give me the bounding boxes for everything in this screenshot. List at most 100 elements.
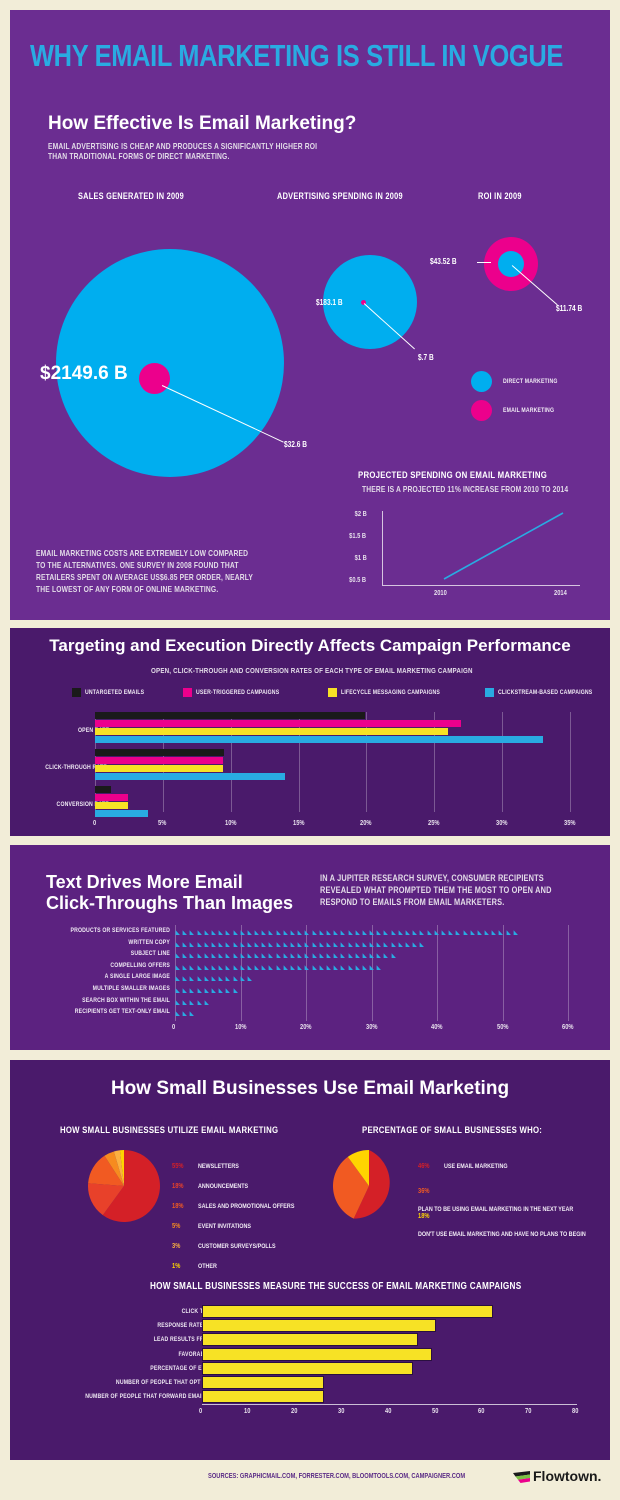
- cursor-icon: [211, 953, 217, 958]
- cursor-icon: [233, 988, 239, 993]
- cursor-icon: [240, 976, 246, 981]
- flowtown-logo-text: Flowtown.: [533, 1468, 602, 1484]
- xtick-t35: 35%: [564, 820, 576, 827]
- cursor-icon: [189, 930, 195, 935]
- cursor-icon: [362, 953, 368, 958]
- cursor-icon: [254, 953, 260, 958]
- legend-swatch-clickstream: [485, 688, 494, 697]
- measure-row-label: LEAD RESULTS FROM CAMPAIGN: [153, 1336, 243, 1344]
- xtick-t0: 0: [93, 820, 97, 827]
- cursor-icon: [268, 930, 274, 935]
- cursor-icon: [506, 930, 512, 935]
- bar-group-label-open-rate: OPEN RATE: [77, 727, 110, 734]
- pie1-label-4: CUSTOMER SURVEYS/POLLS: [198, 1243, 277, 1250]
- cursor-icon: [405, 942, 411, 947]
- cursor-row-bar: [175, 961, 385, 970]
- cursor-icon: [240, 930, 246, 935]
- pie2-pct-0: 46%: [418, 1163, 430, 1170]
- section4-bottom-title: HOW SMALL BUSINESSES MEASURE THE SUCCESS…: [150, 1281, 522, 1292]
- cursor-gridline-20: [306, 925, 307, 1021]
- cost-note-line-1: EMAIL MARKETING COSTS ARE EXTREMELY LOW …: [36, 549, 249, 558]
- y-xtick-30: 30: [338, 1408, 345, 1415]
- cursor-icon: [175, 953, 181, 958]
- bar-open-lifecycle: [95, 728, 448, 735]
- yellow-x-axis: [202, 1404, 577, 1406]
- pie1-legend-row: 3% CUSTOMER SURVEYS/POLLS: [172, 1235, 402, 1255]
- legend-email-label: EMAIL MARKETING: [503, 407, 555, 414]
- cursor-icon: [477, 930, 483, 935]
- cursor-gridline-60: [568, 925, 569, 1021]
- cursor-icon: [225, 953, 231, 958]
- cursor-icon: [391, 953, 397, 958]
- cursor-icon: [204, 930, 210, 935]
- cursor-icon: [455, 930, 461, 935]
- cursor-icon: [405, 930, 411, 935]
- cursor-icon: [204, 942, 210, 947]
- cursor-icon: [369, 953, 375, 958]
- pie2-title: PERCENTAGE OF SMALL BUSINESSES WHO:: [362, 1125, 543, 1136]
- cursor-row-label: A SINGLE LARGE IMAGE: [104, 973, 170, 981]
- cursor-icon: [376, 953, 382, 958]
- cursor-icon: [355, 953, 361, 958]
- cursor-icon: [333, 965, 339, 970]
- cursor-icon: [182, 988, 188, 993]
- cursor-icon: [225, 988, 231, 993]
- cursor-icon: [434, 930, 440, 935]
- cursor-icon: [355, 942, 361, 947]
- col2-title: ADVERTISING SPENDING IN 2009: [277, 191, 403, 201]
- cursor-icon: [290, 930, 296, 935]
- y-xtick-40: 40: [385, 1408, 392, 1415]
- cursor-icon: [297, 953, 303, 958]
- measure-bar: [202, 1376, 324, 1389]
- pie-chart-utilize: [87, 1149, 160, 1222]
- xtick-2010: 2010: [434, 590, 447, 597]
- cursor-icon: [175, 976, 181, 981]
- cursor-icon: [312, 965, 318, 970]
- cursor-icon: [319, 965, 325, 970]
- cursor-xtick-30: 30%: [366, 1024, 378, 1031]
- col3-title: ROI IN 2009: [478, 191, 522, 201]
- cursor-icon: [326, 965, 332, 970]
- bar-open-untargeted: [95, 712, 365, 719]
- spend-email-bubble: [361, 300, 366, 305]
- cursor-row-label: WRITTEN COPY: [128, 938, 170, 946]
- bar-conv-untargeted: [95, 786, 111, 793]
- cursor-icon: [182, 953, 188, 958]
- legend-email-swatch: [471, 400, 492, 421]
- y-xtick-0: 0: [199, 1408, 203, 1415]
- cursor-icon: [218, 953, 224, 958]
- cursor-icon: [189, 988, 195, 993]
- cursor-icon: [211, 976, 217, 981]
- cursor-icon: [211, 988, 217, 993]
- cursor-row-bar: [175, 1007, 195, 1016]
- cursor-xtick-20: 20%: [300, 1024, 312, 1031]
- bar-open-clickstream: [95, 736, 543, 743]
- measure-row-label: NUMBER OF PEOPLE THAT OPT IN OR OPT OUT: [115, 1379, 243, 1386]
- cursor-icon: [470, 930, 476, 935]
- section3-body-line3: RESPOND TO EMAILS FROM EMAIL MARKETERS.: [320, 897, 505, 907]
- cursor-icon: [276, 942, 282, 947]
- legend-label-untargeted: UNTARGETED EMAILS: [85, 689, 145, 696]
- gridline-20: [366, 712, 367, 812]
- cursor-icon: [412, 942, 418, 947]
- pie1-label-0: NEWSLETTERS: [198, 1163, 240, 1170]
- cursor-icon: [326, 953, 332, 958]
- cursor-icon: [513, 930, 519, 935]
- cursor-icon: [340, 942, 346, 947]
- cursor-icon: [362, 930, 368, 935]
- cursor-icon: [175, 988, 181, 993]
- cursor-icon: [182, 1000, 188, 1005]
- cursor-icon: [197, 976, 203, 981]
- cursor-icon: [204, 988, 210, 993]
- cursor-icon: [376, 930, 382, 935]
- section4-heading: How Small Businesses Use Email Marketing: [110, 1078, 510, 1099]
- pie1-legend-row: 18% SALES AND PROMOTIONAL OFFERS: [172, 1195, 402, 1215]
- ytick-1b: $1 B: [354, 555, 367, 562]
- projected-y-axis: [382, 511, 384, 585]
- y-xtick-20: 20: [291, 1408, 298, 1415]
- section1-heading: How Effective Is Email Marketing?: [48, 113, 357, 134]
- cursor-icon: [484, 930, 490, 935]
- sales-direct-value: $2149.6 B: [40, 363, 128, 384]
- cursor-icon: [391, 930, 397, 935]
